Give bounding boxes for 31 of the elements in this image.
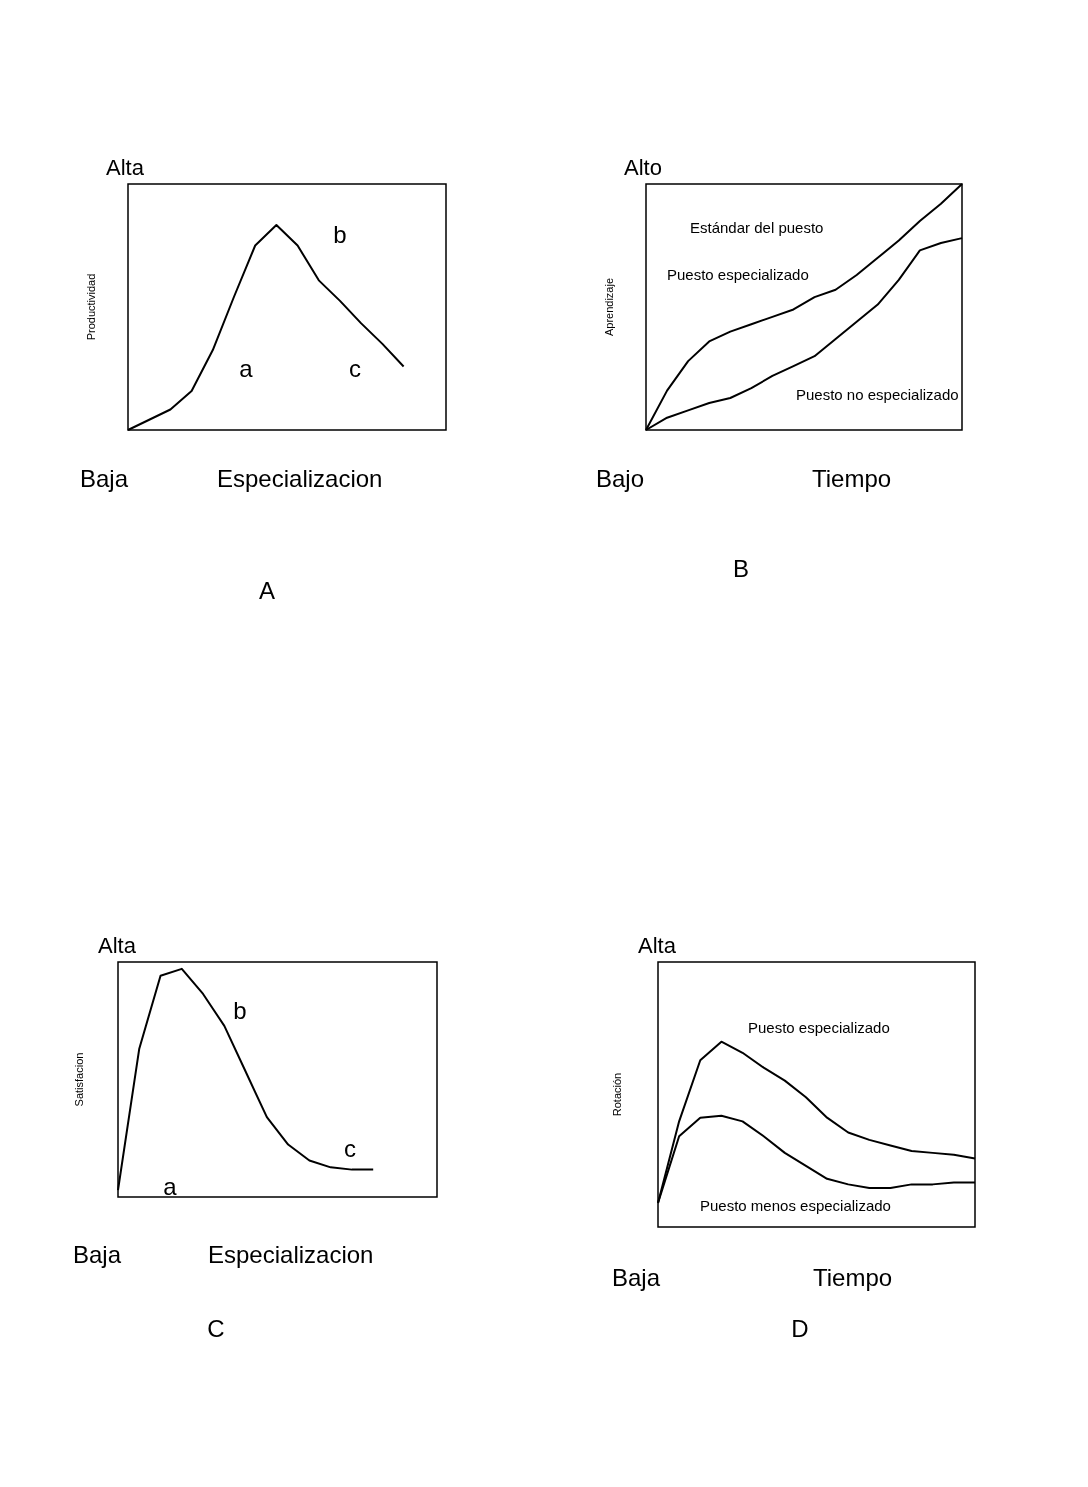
y-axis-title: Satisfacion [73, 1052, 85, 1107]
text: C [207, 1315, 225, 1342]
annotation: a [239, 355, 254, 382]
annotation: c [349, 355, 361, 382]
text: Alto [624, 155, 662, 180]
x-axis-title: Especializacion [208, 1241, 374, 1268]
text: Bajo [596, 465, 645, 492]
text: Alta [106, 155, 145, 180]
series-label: Puesto no especializado [796, 386, 959, 403]
text: Baja [80, 465, 129, 492]
x-axis-title: Tiempo [813, 1264, 893, 1291]
text: Baja [612, 1264, 661, 1291]
series-label: Puesto menos especializado [700, 1197, 891, 1214]
text: Baja [73, 1241, 122, 1268]
y-axis-title: Aprendizaje [603, 277, 615, 337]
annotation: a [163, 1173, 178, 1200]
x-axis-title: Especializacion [217, 465, 383, 492]
y-axis-title: Rotación [611, 1072, 623, 1117]
text: B [732, 555, 750, 582]
text: Alta [98, 933, 137, 958]
text: D [791, 1315, 809, 1342]
series-label: Puesto especializado [748, 1019, 890, 1036]
annotation: c [344, 1135, 356, 1162]
text: A [258, 577, 276, 604]
annotation: Estándar del puesto [690, 219, 824, 236]
annotation: b [333, 221, 347, 248]
y-axis-title: Productividad [85, 273, 97, 341]
annotation: b [233, 997, 247, 1024]
text: Alta [638, 933, 677, 958]
x-axis-title: Tiempo [812, 465, 892, 492]
series-label: Puesto especializado [667, 266, 809, 283]
